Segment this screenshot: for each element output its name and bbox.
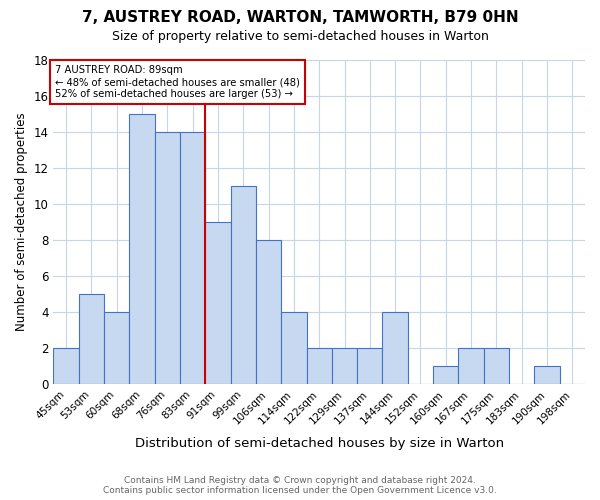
Bar: [535, 366, 560, 384]
Bar: [180, 132, 205, 384]
X-axis label: Distribution of semi-detached houses by size in Warton: Distribution of semi-detached houses by …: [134, 437, 504, 450]
Bar: [155, 132, 180, 384]
Bar: [130, 114, 155, 384]
Bar: [230, 186, 256, 384]
Text: 7, AUSTREY ROAD, WARTON, TAMWORTH, B79 0HN: 7, AUSTREY ROAD, WARTON, TAMWORTH, B79 0…: [82, 10, 518, 25]
Bar: [256, 240, 281, 384]
Bar: [332, 348, 357, 384]
Bar: [205, 222, 230, 384]
Bar: [458, 348, 484, 384]
Bar: [281, 312, 307, 384]
Y-axis label: Number of semi-detached properties: Number of semi-detached properties: [15, 113, 28, 332]
Text: Contains HM Land Registry data © Crown copyright and database right 2024.
Contai: Contains HM Land Registry data © Crown c…: [103, 476, 497, 495]
Bar: [433, 366, 458, 384]
Bar: [484, 348, 509, 384]
Bar: [104, 312, 130, 384]
Text: Size of property relative to semi-detached houses in Warton: Size of property relative to semi-detach…: [112, 30, 488, 43]
Bar: [307, 348, 332, 384]
Bar: [382, 312, 408, 384]
Bar: [53, 348, 79, 384]
Text: 7 AUSTREY ROAD: 89sqm
← 48% of semi-detached houses are smaller (48)
52% of semi: 7 AUSTREY ROAD: 89sqm ← 48% of semi-deta…: [55, 66, 299, 98]
Bar: [357, 348, 382, 384]
Bar: [79, 294, 104, 384]
